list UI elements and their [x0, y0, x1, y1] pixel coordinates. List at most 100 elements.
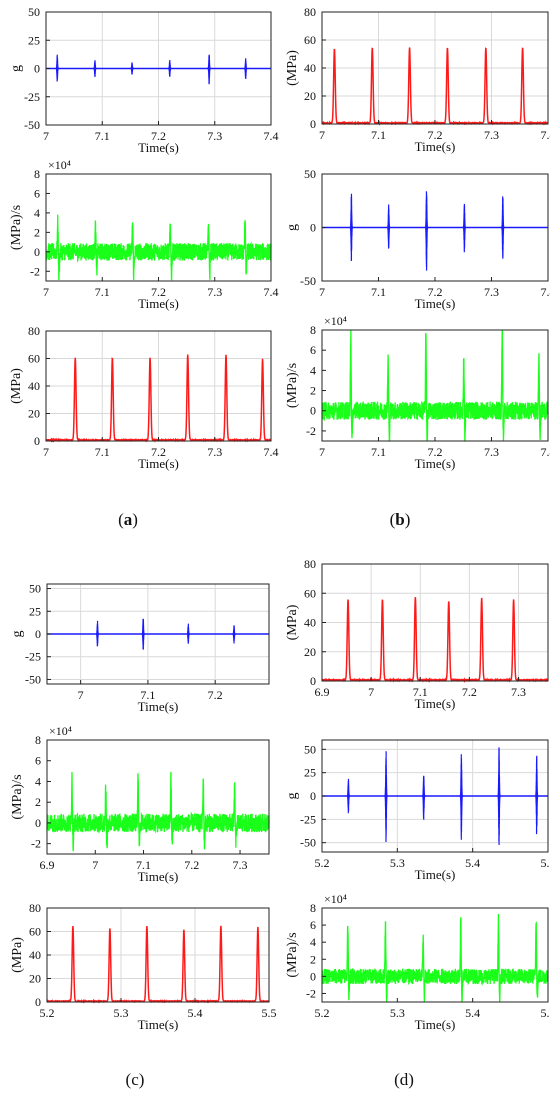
x-tick-label: 7.2	[462, 685, 477, 699]
x-tick-label: 7.3	[207, 445, 222, 459]
signal-burst	[459, 754, 464, 840]
y-tick-label: 0	[310, 674, 316, 688]
x-tick-label: 7	[92, 858, 98, 872]
y-tick-label: 0	[310, 404, 316, 418]
y-tick-label: 20	[28, 407, 40, 421]
signal-trace	[46, 771, 270, 852]
x-axis-label: Time(s)	[138, 869, 179, 884]
x-tick-label: 7.3	[484, 445, 499, 459]
signal-burst	[386, 204, 391, 249]
y-tick-label: 0	[35, 816, 41, 830]
signal-burst	[130, 62, 134, 75]
y-tick-label: 25	[304, 766, 316, 780]
x-tick-label: 7.3	[207, 129, 222, 143]
signal-trace	[45, 214, 272, 281]
y-tick-label: 2	[35, 795, 41, 809]
y-axis-label: (MPa)/s	[285, 363, 300, 408]
x-tick-label: 6.9	[315, 685, 330, 699]
y-tick-label: 80	[28, 324, 40, 338]
x-tick-label: 7.1	[136, 858, 151, 872]
x-axis-label: Time(s)	[138, 699, 179, 714]
x-axis-label: Time(s)	[415, 296, 456, 311]
x-tick-label: 7	[43, 445, 49, 459]
subplot-b-1: 7 7.1 7.2 7.3 7.4 -50 0 50 Time(s) g	[285, 167, 550, 311]
y-tick-label: 60	[28, 352, 40, 366]
y-tick-label: 8	[35, 733, 41, 747]
y-tick-label: 2	[310, 952, 316, 966]
x-tick-label: 7.2	[428, 445, 443, 459]
subplot-c-1: 7 7.1 7.2 -50 -25 0 25 50 Time(s) g	[10, 582, 270, 714]
y-tick-label: 2	[310, 384, 316, 398]
y-tick-label: 0	[35, 627, 41, 641]
x-tick-label: 7.1	[371, 285, 386, 299]
x-tick-label: 5.4	[465, 1006, 480, 1020]
x-axis-label: Time(s)	[415, 696, 456, 711]
x-tick-label: 7.4	[541, 128, 550, 142]
y-tick-label: 4	[310, 363, 316, 377]
y-tick-label: -50	[24, 118, 40, 132]
y-tick-label: 40	[304, 616, 316, 630]
y-tick-label: 80	[304, 557, 316, 571]
x-tick-label: 5.3	[390, 1006, 405, 1020]
y-axis-label: g	[285, 224, 300, 231]
subplot-a-1: 7 7.1 7.2 7.3 7.4 -50 -25 0 25 50 Time(s) g	[9, 5, 279, 155]
x-tick-label: 7.2	[151, 285, 166, 299]
signal-burst	[55, 54, 59, 82]
subplot-b-2: 7 7.1 7.2 7.3 7.4 0 20 40 60 80 Time(s) (MPa)	[9, 324, 279, 471]
x-tick-label: 7.2	[151, 445, 166, 459]
y-tick-label: 6	[34, 186, 40, 200]
signal-trace	[321, 329, 549, 442]
signal-burst	[244, 58, 248, 79]
y-tick-label: 6	[310, 918, 316, 932]
y-tick-label: 8	[310, 323, 316, 337]
y-tick-label: -2	[306, 986, 316, 1000]
y-tick-label: -2	[306, 424, 316, 438]
x-tick-label: 7.4	[541, 285, 550, 299]
y-tick-label: 80	[29, 901, 41, 915]
plot-frame	[321, 907, 549, 1003]
x-tick-label: 7.4	[541, 445, 550, 459]
y-axis-label: g	[10, 631, 25, 638]
y-tick-label: 20	[304, 89, 316, 103]
y-tick-label: 20	[29, 972, 41, 986]
x-tick-label: 5.3	[390, 856, 405, 870]
x-tick-label: 7.3	[484, 285, 499, 299]
y-tick-label: 50	[28, 5, 40, 19]
y-tick-label: -2	[30, 264, 40, 278]
y-tick-label: 0	[310, 221, 316, 235]
plot-frame	[46, 739, 270, 855]
x-tick-label: 7	[368, 685, 374, 699]
axis-multiplier: ×10⁴	[49, 724, 72, 738]
x-tick-label: 7.3	[511, 685, 526, 699]
x-axis-label: Time(s)	[415, 139, 456, 154]
y-tick-label: 0	[34, 245, 40, 259]
x-tick-label: 7.1	[95, 129, 110, 143]
y-tick-label: -25	[300, 812, 316, 826]
subplot-a-3: 7 7.1 7.2 7.3 7.4 -2 0 2 4 6 8 Time(s) (MPa)/s ×10⁴	[9, 158, 279, 311]
y-axis-label: (MPa)	[285, 50, 300, 86]
signal-burst	[349, 193, 354, 262]
axis-multiplier: ×10⁴	[48, 158, 71, 172]
y-tick-label: 6	[310, 343, 316, 357]
y-tick-label: 40	[29, 948, 41, 962]
plot-frame	[45, 173, 272, 282]
x-tick-label: 7.2	[184, 858, 199, 872]
x-tick-label: 7.4	[264, 285, 279, 299]
x-tick-label: 5.3	[114, 1006, 129, 1020]
y-axis-label: (MPa)	[9, 368, 24, 404]
x-tick-label: 7.2	[428, 285, 443, 299]
x-tick-label: 7	[319, 445, 325, 459]
y-tick-label: 0	[310, 789, 316, 803]
x-tick-label: 7.2	[428, 128, 443, 142]
panel-label-a: (a)	[118, 510, 138, 529]
signal-burst	[462, 203, 467, 253]
x-tick-label: 7.1	[413, 685, 428, 699]
x-tick-label: 7.1	[371, 128, 386, 142]
y-tick-label: 60	[304, 586, 316, 600]
y-tick-label: 25	[29, 604, 41, 618]
subplot-a-2: 7 7.1 7.2 7.3 7.4 0 20 40 60 80 Time(s) (MPa)	[285, 5, 550, 154]
y-tick-label: 0	[310, 969, 316, 983]
y-tick-label: 8	[310, 901, 316, 915]
